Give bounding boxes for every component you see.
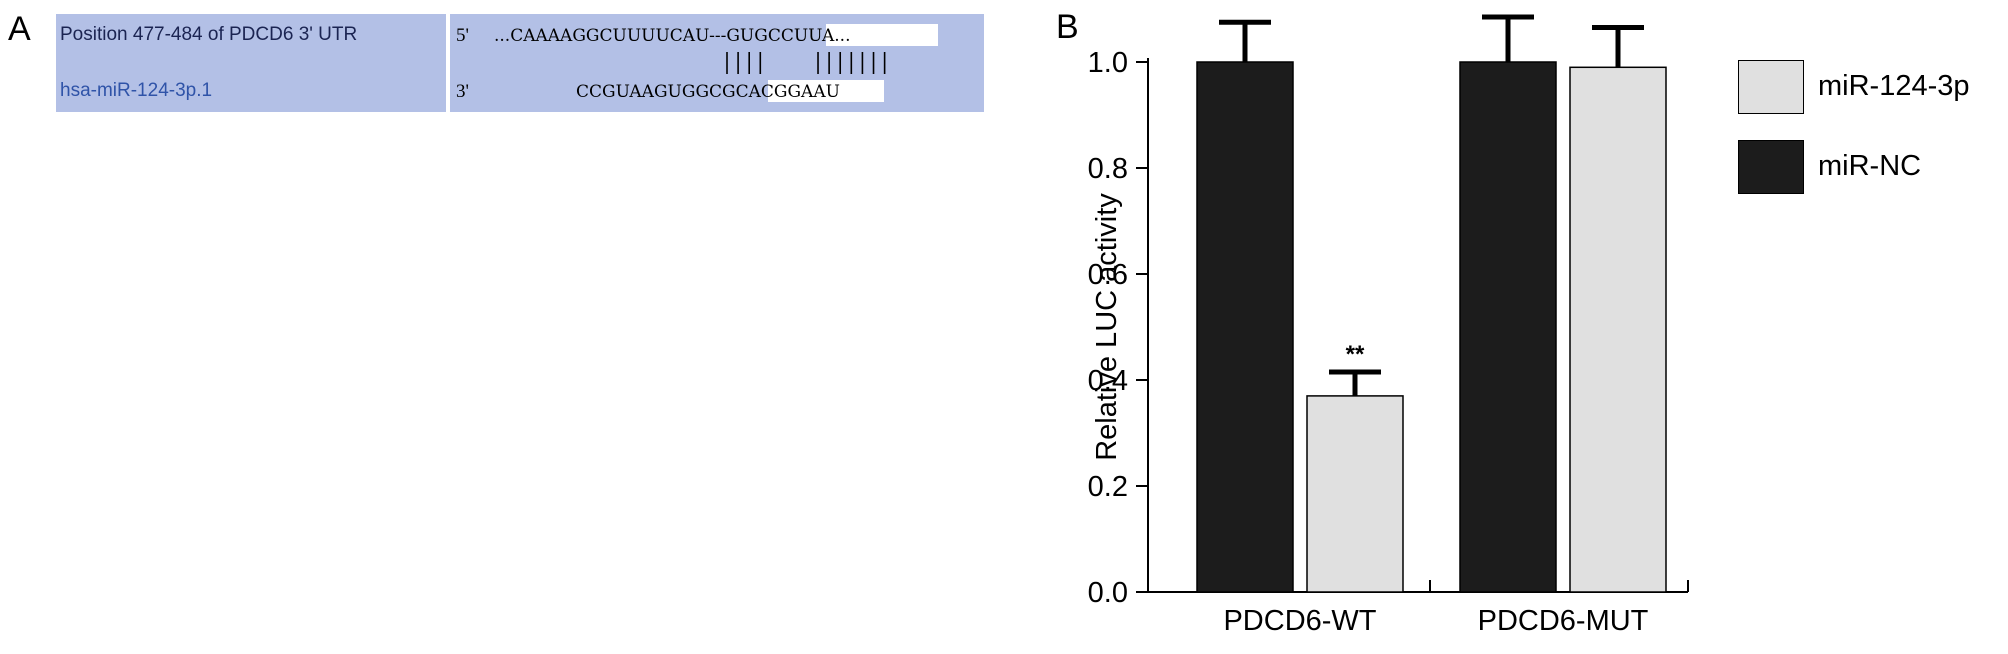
panel-b-letter: B — [1056, 8, 1079, 46]
bar-mir-nc-pdcd6-mut — [1459, 61, 1557, 593]
x-category-label: PDCD6-WT — [1223, 605, 1376, 637]
y-tick-label: 0.4 — [1088, 365, 1128, 397]
panel-a-letter: A — [8, 10, 31, 48]
y-axis-label: Relative LUC activity — [1091, 193, 1123, 461]
utr-five-prime-end: 5' — [456, 25, 469, 46]
alignment-label-cell: Position 477-484 of PDCD6 3' UTR hsa-miR… — [56, 14, 446, 112]
bar-chart: 0.0 0.2 0.4 0.6 0.8 1.0 Relative LUC activity P… — [1088, 14, 1689, 637]
utr-seed-highlight — [826, 24, 938, 46]
bar-mir-124-3p-pdcd6-mut — [1569, 66, 1667, 593]
alignment-sequence-cell: 5' ...CAAAAGGCUUUUCAU---GUGCCUUA... 3' C… — [450, 14, 984, 112]
mirna-seed-highlight — [768, 80, 884, 102]
y-tick-label: 0.6 — [1088, 259, 1128, 291]
bar-mir-nc-pdcd6-wt — [1196, 61, 1294, 593]
alignment-box: Position 477-484 of PDCD6 3' UTR hsa-miR… — [56, 14, 984, 112]
legend-swatch-mir-nc — [1738, 140, 1804, 194]
legend-label-mir-124-3p: miR-124-3p — [1818, 70, 1970, 102]
y-tick-label: 0.0 — [1088, 577, 1128, 609]
y-tick-label: 1.0 — [1088, 47, 1128, 79]
bar-mir-124-3p-pdcd6-wt — [1306, 395, 1404, 593]
base-pairing-lines — [726, 52, 886, 74]
legend-label-mir-nc: miR-NC — [1818, 150, 1922, 182]
significance-annotation: ** — [1346, 341, 1365, 368]
mirna-name-label[interactable]: hsa-miR-124-3p.1 — [60, 80, 213, 101]
legend-swatch-mir-124-3p — [1738, 60, 1804, 114]
x-category-label: PDCD6-MUT — [1478, 605, 1649, 637]
mirna-three-prime-end: 3' — [456, 81, 469, 102]
y-tick-label: 0.2 — [1088, 471, 1128, 503]
mirna-sequence: CCGUAAGUGGCGCACGGAAU — [576, 82, 840, 102]
utr-sequence: ...CAAAAGGCUUUUCAU---GUGCCUUA... — [494, 26, 851, 46]
utr-position-label: Position 477-484 of PDCD6 3' UTR — [60, 24, 358, 45]
y-tick-label: 0.8 — [1088, 153, 1128, 185]
